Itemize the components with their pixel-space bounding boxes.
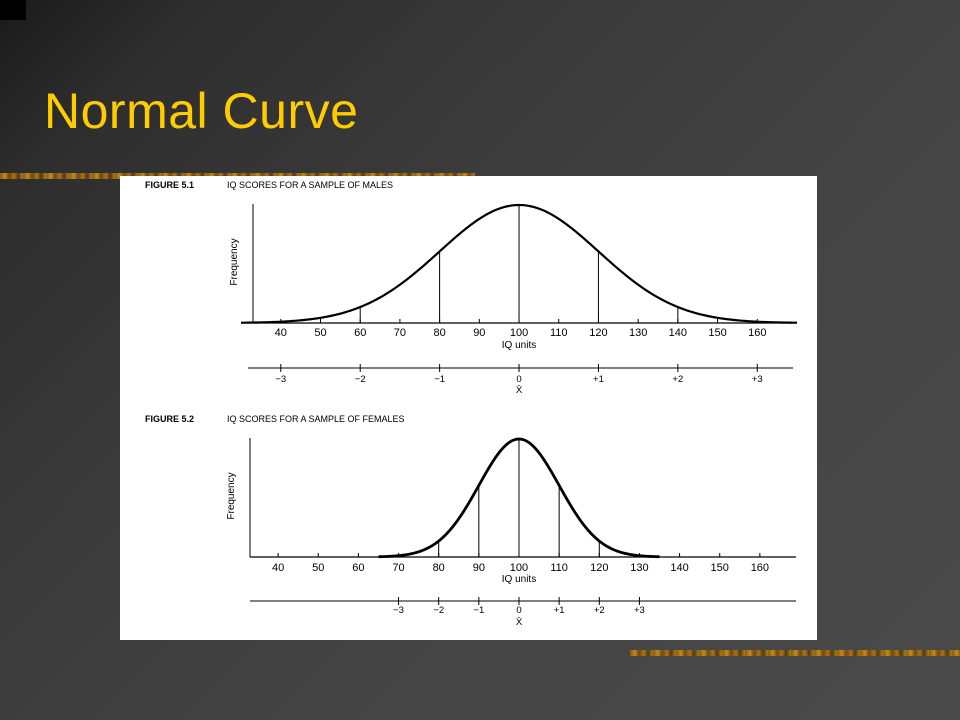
corner-square xyxy=(0,0,26,20)
x-tick-label: 160 xyxy=(748,327,766,339)
x-tick-label: 160 xyxy=(751,562,769,574)
sd-tick-label: −1 xyxy=(473,605,484,616)
figures-svg: FIGURE 5.1 IQ SCORES FOR A SAMPLE OF MALE… xyxy=(145,180,797,628)
mean-label: X̄ xyxy=(516,385,523,396)
x-tick-label: 120 xyxy=(590,562,608,574)
sd-tick-label: +2 xyxy=(594,605,605,616)
normal-curve xyxy=(378,437,660,559)
x-tick-label: 60 xyxy=(352,562,364,574)
x-tick-label: 80 xyxy=(433,562,445,574)
figure-5-2-chart: FIGURE 5.2 IQ SCORES FOR A SAMPLE OF FEMA… xyxy=(145,414,796,628)
mean-label: X̄ xyxy=(516,617,523,628)
sd-tick-label: +1 xyxy=(554,605,565,616)
sd-tick-label: −3 xyxy=(393,605,404,616)
x-tick-label: 130 xyxy=(629,327,647,339)
sd-tick-label: 0 xyxy=(516,374,521,385)
x-tick-label: 100 xyxy=(510,327,528,339)
sd-tick-label: +3 xyxy=(634,605,645,616)
decorative-stripe-bottom xyxy=(630,650,960,656)
figure-5-1-chart: FIGURE 5.1 IQ SCORES FOR A SAMPLE OF MALE… xyxy=(145,180,797,396)
sd-tick-label: −3 xyxy=(275,374,286,385)
sd-tick-label: +2 xyxy=(672,374,683,385)
x-tick-label: 150 xyxy=(711,562,729,574)
x-tick-label: 150 xyxy=(708,327,726,339)
x-tick-label: 130 xyxy=(630,562,648,574)
sd-tick-label: −2 xyxy=(355,374,366,385)
x-tick-label: 70 xyxy=(392,562,404,574)
y-axis-label: Frequency xyxy=(229,238,240,285)
x-tick-label: 50 xyxy=(314,327,326,339)
x-tick-label: 40 xyxy=(275,327,287,339)
figure-panel: FIGURE 5.1 IQ SCORES FOR A SAMPLE OF MALE… xyxy=(120,176,817,640)
sd-tick-label: +3 xyxy=(752,374,763,385)
slide-title: Normal Curve xyxy=(44,83,359,139)
figure-title: IQ SCORES FOR A SAMPLE OF FEMALES xyxy=(227,414,405,424)
x-tick-label: 60 xyxy=(354,327,366,339)
x-tick-label: 110 xyxy=(550,327,568,339)
x-tick-label: 50 xyxy=(312,562,324,574)
x-tick-label: 40 xyxy=(272,562,284,574)
figure-title: IQ SCORES FOR A SAMPLE OF MALES xyxy=(227,180,393,190)
x-tick-label: 90 xyxy=(473,327,485,339)
x-axis-label: IQ units xyxy=(502,340,536,351)
x-axis-label: IQ units xyxy=(502,574,536,585)
x-tick-label: 110 xyxy=(550,562,568,574)
sd-tick-label: −2 xyxy=(433,605,444,616)
sd-tick-label: 0 xyxy=(516,605,521,616)
x-tick-label: 100 xyxy=(510,562,528,574)
x-tick-label: 90 xyxy=(473,562,485,574)
figure-label: FIGURE 5.1 xyxy=(145,180,194,190)
sd-tick-label: −1 xyxy=(434,374,445,385)
x-tick-label: 140 xyxy=(670,562,688,574)
figure-label: FIGURE 5.2 xyxy=(145,414,194,424)
x-tick-label: 140 xyxy=(669,327,687,339)
y-axis-label: Frequency xyxy=(226,472,237,519)
x-tick-label: 80 xyxy=(433,327,445,339)
x-tick-label: 70 xyxy=(394,327,406,339)
x-tick-label: 120 xyxy=(589,327,607,339)
normal-curve xyxy=(241,203,797,324)
sd-tick-label: +1 xyxy=(593,374,604,385)
